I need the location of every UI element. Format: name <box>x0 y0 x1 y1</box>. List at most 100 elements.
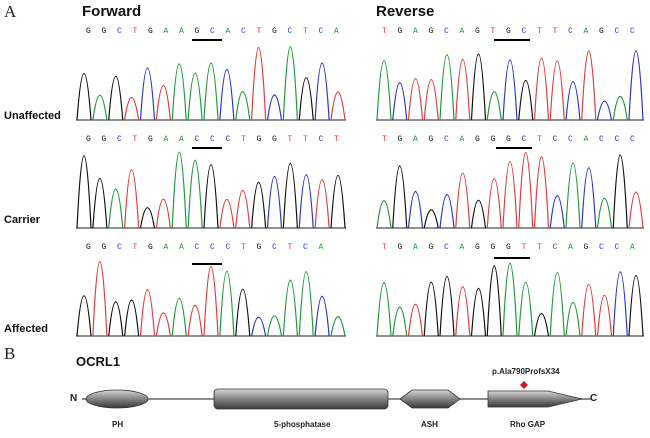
base-9: A <box>225 27 231 36</box>
domain-label-5-phosphatase: 5-phosphatase <box>274 420 331 429</box>
trace-peak <box>407 191 424 229</box>
base-4: G <box>148 243 153 252</box>
base-6: G <box>475 27 480 36</box>
base-13: A <box>583 135 589 144</box>
base-8: C <box>210 27 215 36</box>
n-terminus-label: N <box>70 393 78 404</box>
base-4: G <box>148 27 153 36</box>
trace-peak <box>455 59 471 121</box>
base-15: C <box>318 135 324 144</box>
trace-peak <box>596 295 613 337</box>
base-8: G <box>506 27 511 36</box>
trace-peak <box>266 315 283 337</box>
base-8: C <box>210 243 215 252</box>
trace-peak <box>298 77 314 121</box>
trace-peak <box>612 154 628 229</box>
base-1: G <box>101 243 107 252</box>
trace-peak <box>139 67 156 121</box>
trace-peak <box>549 60 565 121</box>
base-4: C <box>444 27 449 36</box>
trace-peak <box>486 265 502 337</box>
row-label-unaffected: Unaffected <box>4 110 61 122</box>
base-11: T <box>256 27 262 36</box>
base-9: C <box>225 135 231 144</box>
base-15: C <box>614 135 620 144</box>
trace-peak <box>502 59 518 121</box>
base-11: C <box>552 135 558 144</box>
trace-peak <box>76 72 92 121</box>
row-label-carrier: Carrier <box>4 214 41 226</box>
trace-peak <box>330 316 346 337</box>
trace-peak <box>155 312 171 337</box>
base-14: T <box>303 135 308 144</box>
base-6: G <box>475 243 480 252</box>
base-9: C <box>521 27 527 36</box>
trace-peak <box>171 151 187 229</box>
base-11: G <box>256 135 262 144</box>
trace-peak <box>581 283 597 337</box>
base-10: T <box>537 27 542 36</box>
base-2: A <box>413 27 418 36</box>
base-7: G <box>490 135 496 144</box>
chromatogram-reverse-affected <box>376 262 644 337</box>
base-0: T <box>382 135 387 144</box>
mutation-marker-icon <box>520 381 528 389</box>
trace-peak <box>549 271 565 337</box>
trace-peak <box>108 301 124 337</box>
trace-peak <box>533 156 550 229</box>
trace-peak <box>392 165 408 229</box>
trace-peak <box>455 286 471 337</box>
trace-peak <box>565 301 581 337</box>
trace-peak <box>314 62 330 121</box>
trace-peak <box>407 303 424 337</box>
base-5: A <box>163 27 169 36</box>
base-4: C <box>444 243 449 252</box>
base-12: C <box>568 27 573 36</box>
trace-peak <box>266 175 283 229</box>
trace-peak <box>251 181 267 229</box>
trace-peak <box>518 152 534 229</box>
trace-peak <box>423 79 439 121</box>
trace-peak <box>628 191 644 229</box>
trace-peak <box>92 261 108 337</box>
mutation-underline-forward-affected <box>192 263 222 265</box>
base-15: A <box>318 243 324 252</box>
domain-rho-gap <box>487 390 583 408</box>
forward-title: Forward <box>82 3 142 20</box>
trace-peak <box>219 198 235 229</box>
trace-peak <box>628 275 644 337</box>
trace-peak <box>423 281 439 337</box>
base-0: T <box>382 27 387 36</box>
base-13: T <box>287 135 293 144</box>
trace-peak <box>76 155 92 229</box>
base-2: A <box>413 243 418 252</box>
base-8: G <box>506 243 511 252</box>
chromatogram-reverse-unaffected <box>376 50 644 121</box>
base-13: T <box>287 243 293 252</box>
base-10: T <box>537 135 542 144</box>
base-7: G <box>194 27 200 36</box>
base-15: C <box>614 27 620 36</box>
base-5: A <box>163 135 169 144</box>
base-1: G <box>397 243 403 252</box>
base-14: G <box>599 27 604 36</box>
trace-peak <box>423 209 439 229</box>
base-1: G <box>397 27 403 36</box>
base-3: G <box>428 27 434 36</box>
domain-label-rho-gap: Rho GAP <box>510 420 546 429</box>
trace-peak <box>203 265 219 337</box>
chromatogram-forward-unaffected <box>76 46 346 121</box>
base-16: C <box>630 135 635 144</box>
trace-peak <box>486 178 502 229</box>
base-3: T <box>132 243 138 252</box>
base-9: T <box>521 243 527 252</box>
base-4: C <box>444 135 449 144</box>
trace-peak <box>376 60 392 121</box>
trace-peak <box>581 50 597 121</box>
base-7: C <box>194 135 200 144</box>
base-10: T <box>241 135 246 144</box>
base-12: G <box>272 27 277 36</box>
